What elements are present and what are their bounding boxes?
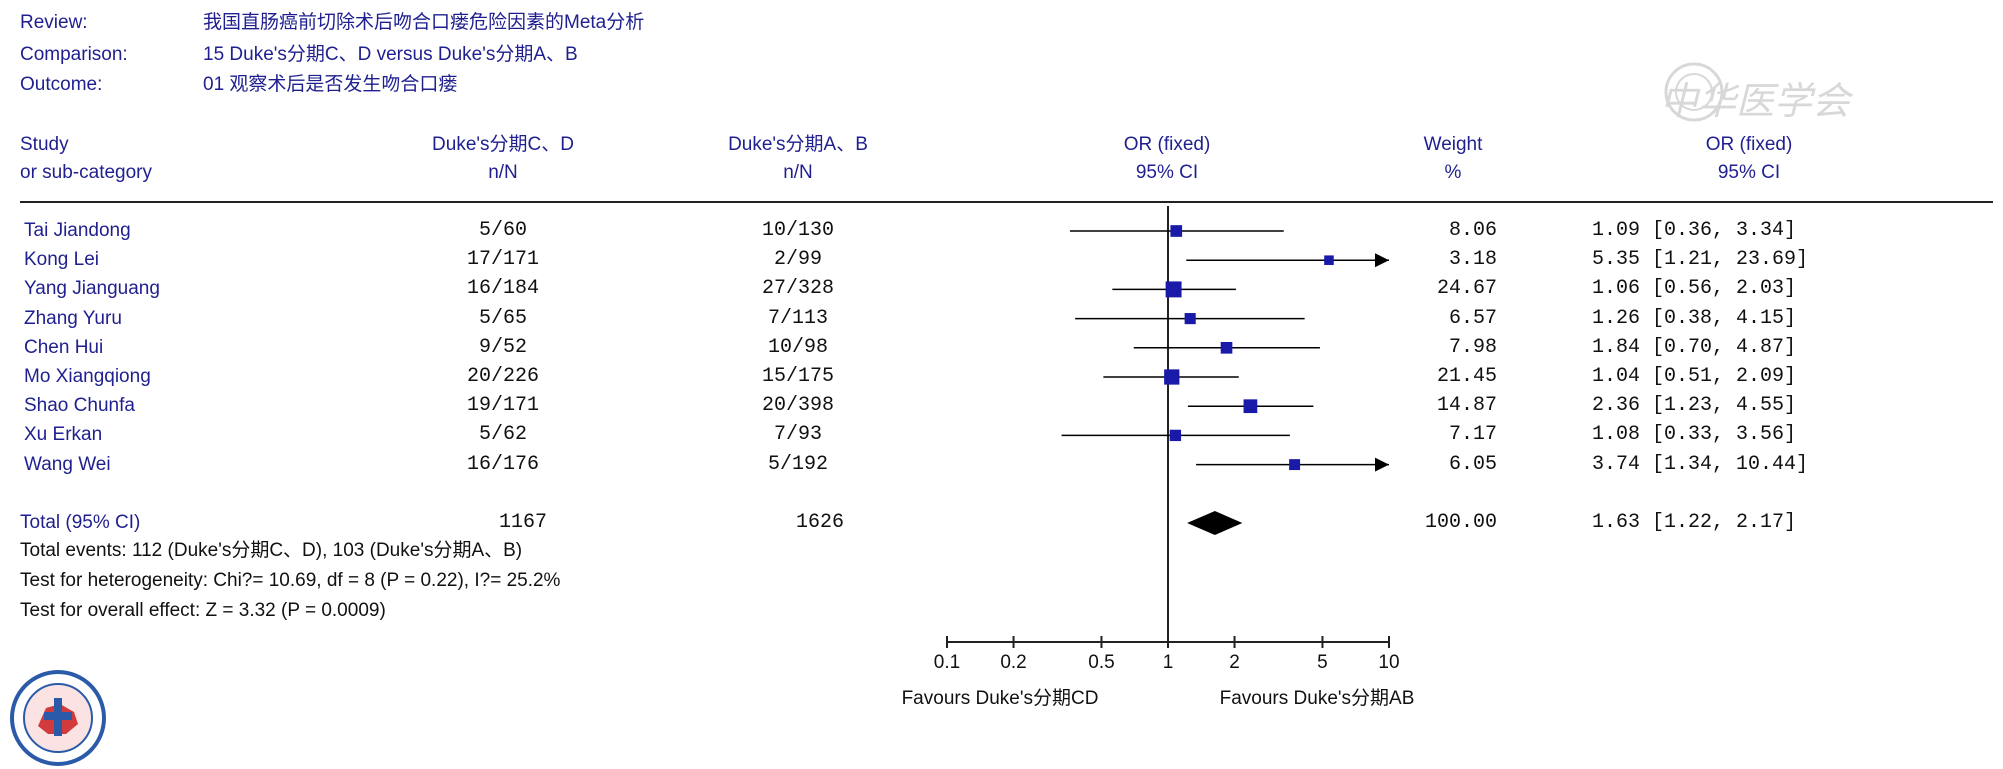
study-weight: 6.57	[1448, 306, 1497, 330]
study-group2-value: 7/113	[767, 306, 829, 330]
total-label: Total (95% CI)	[20, 512, 141, 533]
study-group1-value: 20/226	[466, 365, 540, 388]
study-name: Xu Erkan	[24, 424, 103, 446]
study-group1-value: 17/171	[466, 248, 540, 272]
study-weight: 7.17	[1448, 423, 1497, 447]
x-tick-label: 0.5	[1088, 652, 1114, 673]
study-or-ci: 3.74 [1.34, 10.44]	[1592, 452, 1809, 476]
col-ci-line2: 95% CI	[1717, 162, 1781, 183]
col-group1-line1: Duke's分期C、D	[432, 134, 574, 155]
outcome-value: 01 观察术后是否发生吻合口瘘	[203, 74, 458, 95]
study-point	[1324, 255, 1334, 265]
study-marks	[1061, 225, 1389, 472]
heterogeneity-test: Test for heterogeneity: Chi?= 10.69, df …	[20, 570, 561, 591]
association-logo	[10, 670, 106, 766]
study-weight: 14.87	[1436, 394, 1497, 418]
total-group2: 1626	[795, 511, 845, 534]
study-group2-value: 27/328	[761, 277, 835, 301]
ci-arrow	[1375, 253, 1389, 268]
x-tick-label: 5	[1317, 652, 1328, 673]
study-or-ci: 2.36 [1.23, 4.55]	[1592, 394, 1797, 418]
study-point	[1169, 429, 1182, 442]
study-group1-value: 5/62	[478, 423, 528, 447]
outcome-label: Outcome:	[20, 74, 103, 95]
col-group2-line1: Duke's分期A、B	[728, 134, 868, 155]
study-name: Mo Xiangqiong	[24, 366, 151, 387]
col-ci-line1: OR (fixed)	[1705, 134, 1793, 155]
total-diamond	[1187, 511, 1243, 535]
study-or-ci: 1.84 [0.70, 4.87]	[1592, 335, 1797, 359]
overall-effect-test: Test for overall effect: Z = 3.32 (P = 0…	[20, 600, 386, 621]
col-group1-line2: n/N	[488, 162, 518, 183]
study-group1-value: 19/171	[466, 394, 540, 418]
col-plot-line2: 95% CI	[1135, 162, 1199, 183]
study-group1-value: 16/184	[466, 277, 540, 301]
col-plot-line1: OR (fixed)	[1123, 134, 1211, 155]
study-or-ci: 1.06 [0.56, 2.03]	[1592, 277, 1797, 301]
header-rule	[20, 201, 1993, 203]
study-group2-value: 15/175	[761, 365, 835, 388]
comparison-value: 15 Duke's分期C、D versus Duke's分期A、B	[203, 44, 578, 65]
study-group2-value: 7/93	[773, 423, 823, 447]
study-weight: 8.06	[1448, 219, 1497, 242]
study-weight: 21.45	[1436, 365, 1497, 388]
total-group1: 1167	[498, 511, 548, 534]
col-weight-line1: Weight	[1423, 134, 1483, 155]
study-point	[1170, 225, 1183, 237]
review-label: Review:	[20, 12, 88, 33]
ci-arrow	[1375, 457, 1389, 472]
study-group2-value: 10/98	[767, 335, 829, 359]
study-point	[1184, 313, 1196, 325]
col-weight-line2: %	[1444, 162, 1462, 183]
x-tick-label: 10	[1378, 652, 1399, 673]
study-group2-value: 5/192	[767, 452, 829, 476]
study-point	[1289, 459, 1301, 471]
study-point	[1243, 399, 1258, 414]
favours-right-label: Favours Duke's分期AB	[1219, 688, 1415, 709]
study-or-ci: 1.08 [0.33, 3.56]	[1592, 423, 1797, 447]
study-group1-value: 5/60	[478, 219, 528, 242]
review-value: 我国直肠癌前切除术后吻合口瘘危险因素的Meta分析	[203, 12, 645, 33]
study-group2-value: 2/99	[773, 248, 823, 272]
comparison-label: Comparison:	[20, 44, 128, 65]
study-group1-value: 9/52	[478, 335, 528, 359]
watermark-text: 中华医学会	[1660, 79, 1851, 123]
x-tick-label: 0.2	[1000, 652, 1026, 673]
study-name: Zhang Yuru	[24, 307, 122, 329]
x-axis-ticks: 0.1 0.2 0.5 1 2 5 10	[934, 636, 1400, 673]
study-name: Wang Wei	[24, 453, 111, 475]
study-point	[1164, 369, 1180, 385]
total-weight: 100.00	[1424, 511, 1497, 534]
study-weight: 24.67	[1436, 277, 1497, 301]
study-group2-value: 10/130	[761, 219, 835, 242]
watermark-seal	[1664, 62, 1724, 122]
study-or-ci: 1.09 [0.36, 3.34]	[1592, 219, 1797, 242]
col-study-line1: Study	[20, 134, 69, 155]
study-name: Shao Chunfa	[24, 395, 135, 417]
study-weight: 7.98	[1448, 335, 1497, 359]
total-or-ci: 1.63 [1.22, 2.17]	[1592, 511, 1797, 534]
study-name: Yang Jianguang	[24, 278, 160, 300]
total-events: Total events: 112 (Duke's分期C、D), 103 (Du…	[20, 540, 523, 561]
favours-left-label: Favours Duke's分期CD	[901, 688, 1099, 709]
study-weight: 6.05	[1448, 452, 1497, 476]
x-tick-label: 2	[1229, 652, 1240, 673]
study-group1-value: 5/65	[478, 306, 528, 330]
study-name: Tai Jiandong	[24, 220, 131, 241]
study-point	[1220, 341, 1233, 354]
study-or-ci: 5.35 [1.21, 23.69]	[1592, 248, 1809, 272]
study-name: Kong Lei	[24, 249, 100, 271]
col-study-line2: or sub-category	[20, 162, 153, 183]
study-or-ci: 1.04 [0.51, 2.09]	[1592, 365, 1797, 388]
study-group1-value: 16/176	[466, 452, 540, 476]
col-group2-line2: n/N	[783, 162, 813, 183]
study-or-ci: 1.26 [0.38, 4.15]	[1592, 306, 1797, 330]
x-tick-label: 0.1	[934, 652, 960, 673]
study-weight: 3.18	[1448, 248, 1497, 272]
study-name: Chen Hui	[24, 336, 104, 358]
x-tick-label: 1	[1163, 652, 1174, 673]
study-group2-value: 20/398	[761, 394, 835, 418]
study-point	[1165, 281, 1182, 298]
